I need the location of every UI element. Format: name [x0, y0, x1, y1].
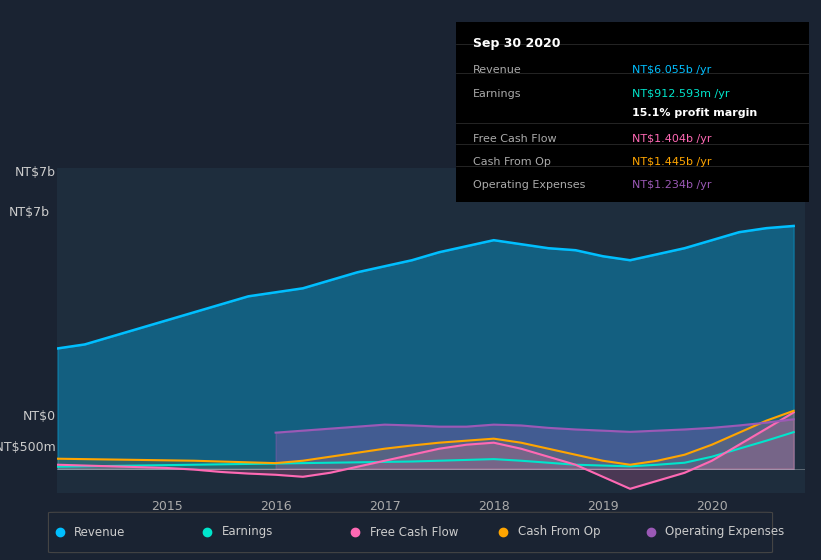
Text: Cash From Op: Cash From Op [474, 157, 551, 167]
Text: Operating Expenses: Operating Expenses [666, 525, 785, 539]
Text: NT$0: NT$0 [23, 410, 56, 423]
Text: NT$1.404b /yr: NT$1.404b /yr [632, 133, 712, 143]
Text: NT$1.234b /yr: NT$1.234b /yr [632, 180, 712, 190]
Text: Revenue: Revenue [474, 66, 522, 76]
Text: NT$1.445b /yr: NT$1.445b /yr [632, 157, 712, 167]
Text: Earnings: Earnings [222, 525, 273, 539]
Text: NT$6.055b /yr: NT$6.055b /yr [632, 66, 712, 76]
Text: NT$912.593m /yr: NT$912.593m /yr [632, 88, 730, 99]
Text: Free Cash Flow: Free Cash Flow [474, 133, 557, 143]
Text: 15.1% profit margin: 15.1% profit margin [632, 109, 758, 118]
Text: Sep 30 2020: Sep 30 2020 [474, 37, 561, 50]
Text: Earnings: Earnings [474, 88, 522, 99]
Text: Operating Expenses: Operating Expenses [474, 180, 585, 190]
Text: Free Cash Flow: Free Cash Flow [370, 525, 458, 539]
Text: Cash From Op: Cash From Op [518, 525, 600, 539]
Text: Revenue: Revenue [75, 525, 126, 539]
Text: NT$7b: NT$7b [15, 166, 56, 179]
Text: -NT$500m: -NT$500m [0, 441, 56, 454]
Text: NT$7b: NT$7b [9, 206, 50, 218]
